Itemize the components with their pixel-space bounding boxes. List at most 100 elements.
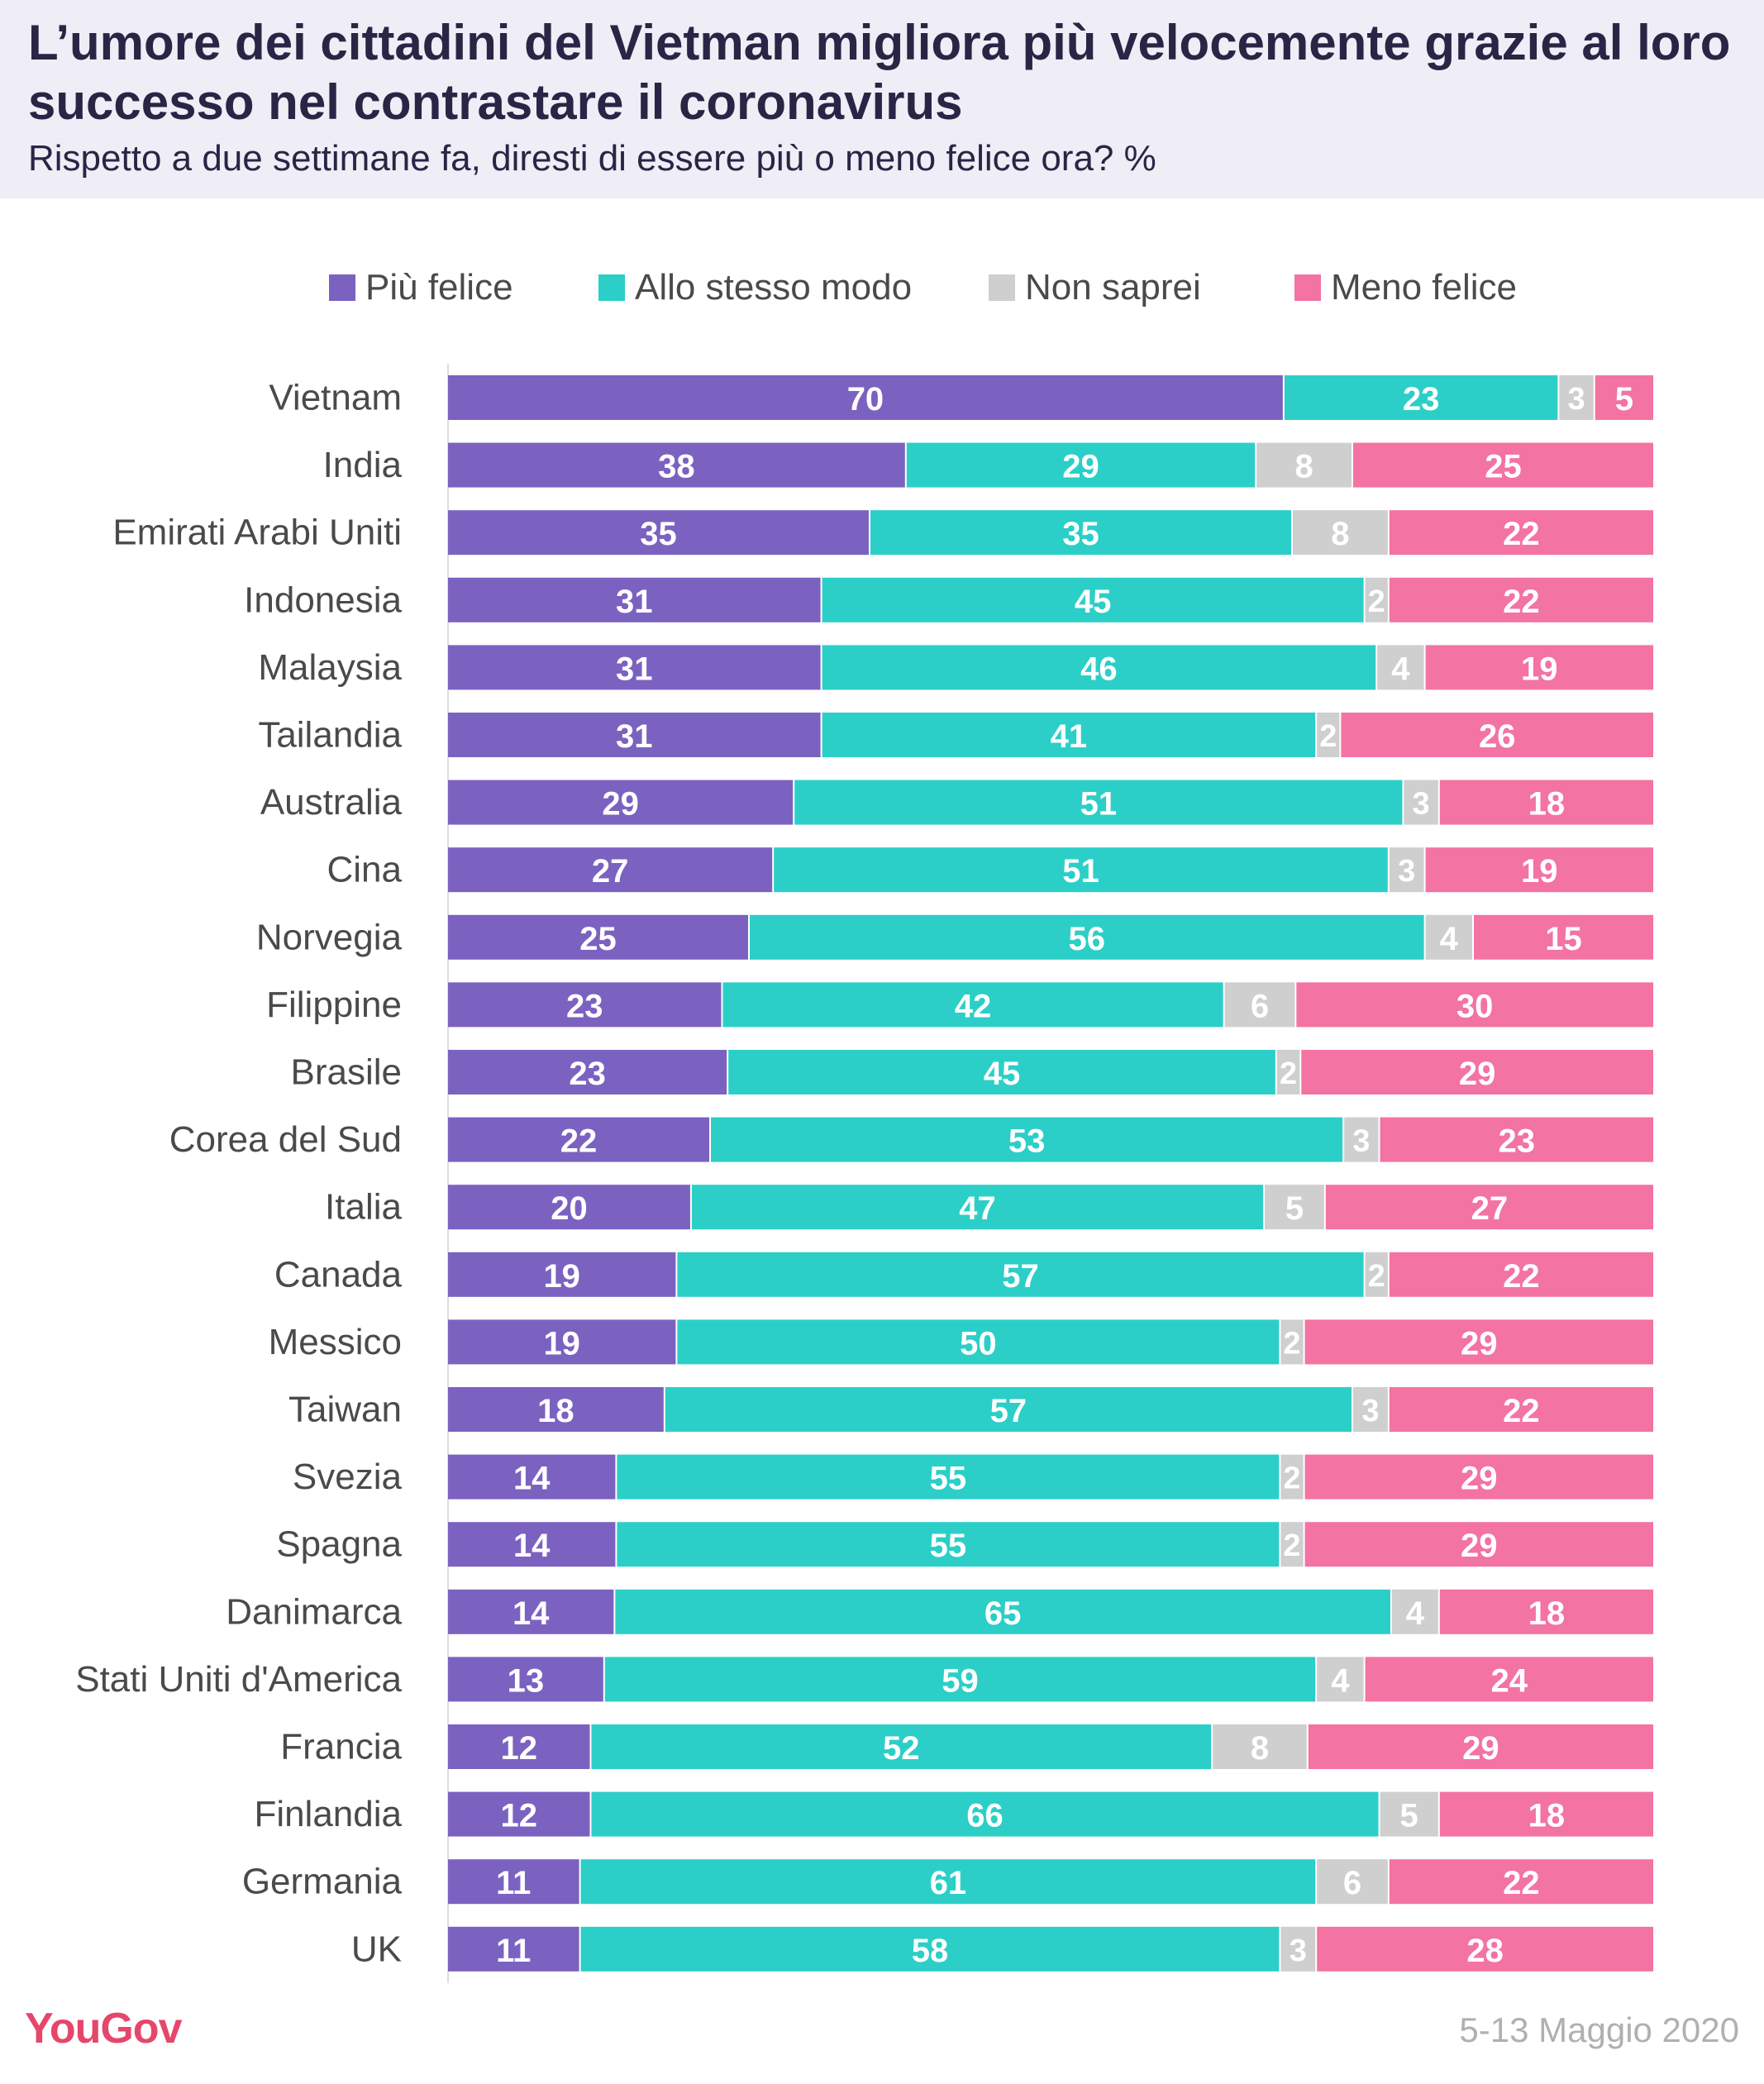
data-label: 18 [1528, 786, 1566, 823]
category-label: Australia [260, 782, 403, 823]
category-label: Germania [242, 1862, 403, 1902]
data-label: 3 [1352, 1124, 1370, 1159]
data-label: 13 [508, 1662, 545, 1699]
category-label: Emirati Arabi Uniti [112, 513, 402, 553]
data-label: 4 [1331, 1662, 1350, 1699]
data-label: 22 [1503, 1865, 1540, 1901]
data-label: 50 [960, 1325, 997, 1362]
data-label: 3 [1290, 1934, 1307, 1968]
bar-segment [1389, 847, 1424, 893]
bar-segment [1296, 982, 1653, 1028]
bar-segment [448, 510, 869, 556]
data-label: 38 [658, 449, 695, 485]
bar-segment [1304, 1454, 1653, 1500]
bar-segment [448, 442, 905, 488]
data-label: 14 [513, 1528, 551, 1564]
bar-segment [448, 577, 821, 622]
data-label: 4 [1391, 651, 1410, 687]
bar-segment [1224, 982, 1295, 1028]
data-label: 8 [1251, 1730, 1269, 1767]
data-label: 29 [1461, 1528, 1498, 1564]
data-label: 29 [1062, 449, 1099, 485]
data-label: 45 [1075, 584, 1112, 620]
category-label: Corea del Sud [169, 1119, 402, 1160]
bar-segment [1276, 1050, 1300, 1094]
data-label: 3 [1413, 787, 1430, 822]
data-label: 29 [1461, 1325, 1498, 1362]
bar-segment [448, 1791, 590, 1837]
bar-segment [1389, 510, 1653, 556]
data-label: 22 [1503, 516, 1540, 552]
bar-segment [1308, 1724, 1653, 1769]
bar-segment [448, 1050, 727, 1094]
bar-segment [448, 1117, 710, 1162]
data-label: 18 [1528, 1798, 1566, 1834]
bar-segment [1439, 780, 1653, 825]
data-label: 70 [847, 381, 884, 417]
bar-segment [1265, 1185, 1324, 1230]
category-label: Canada [274, 1254, 403, 1295]
legend-item-allo-stesso-modo: Allo stesso modo [598, 263, 912, 312]
data-label: 5 [1400, 1798, 1418, 1834]
legend-label: Meno felice [1331, 267, 1518, 308]
bar-segment [677, 1319, 1280, 1365]
bar-segment [448, 1185, 690, 1230]
bar-segment [677, 1252, 1364, 1297]
bar-segment [1341, 713, 1653, 757]
bar-segment [1284, 375, 1558, 420]
bar-segment [1293, 510, 1388, 556]
data-label: 2 [1280, 1056, 1297, 1091]
bar-segment [1365, 577, 1388, 622]
bar-segment [1280, 1319, 1304, 1365]
data-label: 29 [602, 786, 639, 823]
bar-segment [448, 1926, 579, 1972]
bar-segment [448, 713, 821, 757]
bar-segment [1317, 1926, 1653, 1972]
bar-segment [1425, 847, 1653, 893]
category-label: Vietnam [269, 378, 402, 418]
bar-segment [1317, 1657, 1364, 1702]
bar-segment [794, 780, 1403, 825]
data-label: 23 [566, 988, 603, 1024]
data-label: 65 [985, 1595, 1022, 1632]
bar-segment [1474, 914, 1653, 960]
data-label: 6 [1251, 988, 1269, 1024]
category-label: Stati Uniti d'America [75, 1659, 402, 1700]
bar-segment [691, 1185, 1264, 1230]
data-label: 28 [1466, 1933, 1504, 1969]
bar-segment [591, 1791, 1379, 1837]
data-label: 47 [959, 1190, 996, 1227]
category-label: Tailandia [258, 715, 402, 756]
data-label: 2 [1283, 1326, 1300, 1361]
data-label: 27 [1471, 1190, 1509, 1227]
category-label: Taiwan [288, 1390, 402, 1430]
data-label: 45 [984, 1056, 1021, 1092]
bar-segment [448, 1387, 664, 1432]
data-label: 31 [616, 651, 653, 687]
legend: Più felice Allo stesso modo Non saprei M… [0, 263, 1764, 312]
bar-segment [1595, 375, 1653, 420]
data-label: 22 [1503, 584, 1540, 620]
data-label: 51 [1062, 853, 1099, 889]
data-label: 35 [1062, 516, 1099, 552]
data-label: 5 [1615, 381, 1633, 417]
data-label: 66 [966, 1798, 1004, 1834]
bar-segment [448, 1522, 616, 1567]
legend-label: Più felice [365, 267, 513, 308]
data-label: 2 [1368, 1259, 1385, 1294]
bar-segment [728, 1050, 1275, 1094]
bar-segment [448, 1724, 590, 1769]
bar-segment [448, 1252, 676, 1297]
data-label: 2 [1283, 1528, 1300, 1563]
bar-segment [448, 1657, 603, 1702]
data-label: 3 [1398, 854, 1415, 889]
bar-segment [1380, 1791, 1438, 1837]
data-label: 19 [1521, 853, 1558, 889]
bar-segment [1213, 1724, 1307, 1769]
bar-segment [1391, 1589, 1438, 1634]
bar-segment [1280, 1926, 1316, 1972]
category-label: Finlandia [254, 1794, 402, 1834]
data-label: 2 [1368, 584, 1385, 619]
bar-segment [1304, 1522, 1653, 1567]
bar-segment [1380, 1117, 1653, 1162]
